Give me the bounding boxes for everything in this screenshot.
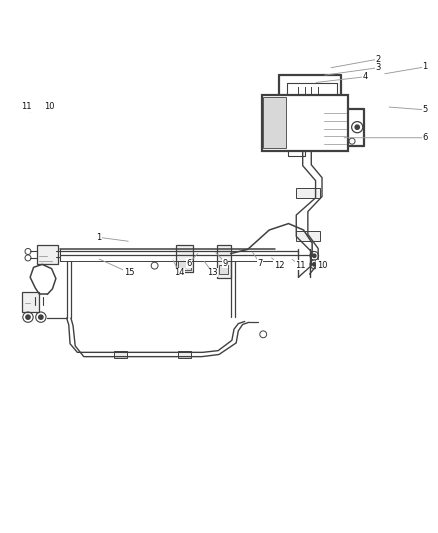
Text: 1: 1	[96, 233, 102, 242]
Text: 1: 1	[422, 62, 427, 71]
Bar	[37, 245, 58, 264]
Circle shape	[39, 315, 43, 319]
Text: 11: 11	[295, 261, 306, 270]
Bar	[178, 351, 191, 358]
Bar	[296, 188, 320, 198]
Text: 13: 13	[207, 268, 218, 277]
Bar	[114, 351, 127, 358]
Text: 2: 2	[375, 55, 381, 63]
Bar	[217, 245, 230, 278]
Text: 14: 14	[174, 268, 185, 277]
Circle shape	[313, 254, 316, 257]
Text: 4: 4	[362, 72, 367, 81]
Text: 7: 7	[257, 259, 262, 268]
Text: 6: 6	[186, 259, 192, 268]
Text: 5: 5	[422, 106, 427, 114]
Bar	[178, 261, 191, 270]
Text: 11: 11	[21, 102, 32, 111]
Bar	[22, 292, 39, 312]
Text: 10: 10	[44, 102, 55, 111]
Text: 10: 10	[317, 261, 327, 270]
Bar	[262, 95, 348, 151]
Bar	[263, 97, 286, 149]
Bar	[176, 245, 193, 272]
Circle shape	[26, 315, 30, 319]
Text: 12: 12	[274, 261, 284, 270]
Text: 3: 3	[375, 63, 381, 72]
Text: 6: 6	[422, 133, 428, 142]
Circle shape	[313, 263, 316, 266]
Bar	[219, 265, 229, 274]
Text: 15: 15	[124, 268, 134, 277]
Circle shape	[355, 125, 359, 130]
Text: 9: 9	[223, 259, 228, 268]
Bar	[296, 231, 320, 241]
